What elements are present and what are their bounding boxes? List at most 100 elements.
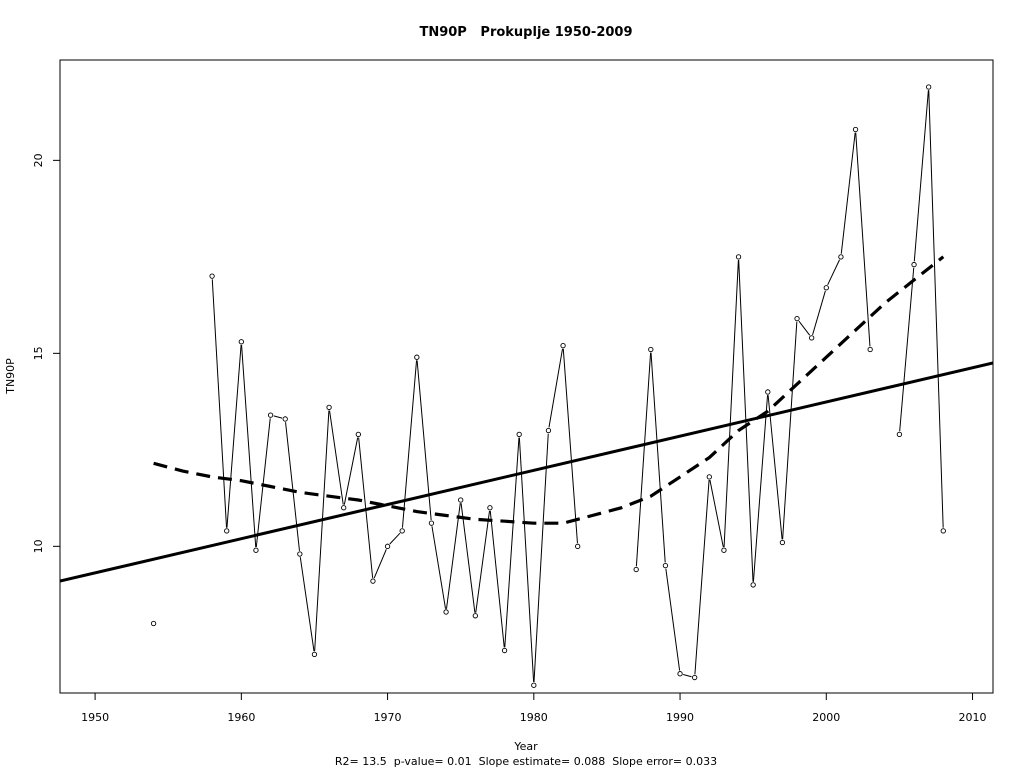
data-point — [662, 562, 669, 569]
data-point — [355, 431, 361, 438]
data-point — [341, 505, 347, 511]
observed-line-segment — [329, 410, 344, 505]
observed-line-segment — [285, 422, 300, 551]
data-point — [472, 613, 478, 619]
chart-title: TN90P Prokuplje 1950-2009 — [419, 25, 632, 40]
observed-line-segment — [840, 132, 856, 254]
data-point — [867, 346, 873, 353]
data-point — [823, 285, 829, 291]
data-point — [311, 651, 318, 658]
observed-line-segment — [827, 259, 840, 286]
data-point — [267, 412, 274, 418]
data-point — [238, 339, 244, 345]
observed-line-segment — [358, 437, 374, 578]
data-point — [209, 273, 215, 279]
observed-line-segment — [518, 437, 535, 683]
x-axis: 1950 1960 1970 1980 1990 2000 2010 — [81, 693, 987, 724]
observed-line-segment — [723, 260, 739, 548]
observed-line-segment — [635, 352, 652, 567]
observed-line-segment — [445, 503, 461, 609]
data-point — [838, 254, 844, 260]
x-tick-label: 1960 — [227, 711, 255, 724]
data-point — [399, 528, 405, 534]
data-point — [926, 84, 932, 90]
data-point — [911, 261, 917, 268]
y-tick-label: 15 — [32, 346, 45, 360]
plot-frame — [59, 59, 994, 694]
data-point — [326, 404, 332, 411]
data-point — [721, 547, 727, 553]
y-tick-label: 10 — [32, 539, 45, 553]
data-point — [370, 578, 376, 584]
data-point — [224, 528, 230, 534]
x-tick-label: 1980 — [520, 711, 548, 724]
observed-line-segment — [899, 267, 915, 432]
data-point — [531, 682, 537, 688]
observed-line-segment — [767, 395, 783, 540]
data-point — [487, 505, 493, 511]
observed-line-segment — [694, 480, 710, 675]
data-point — [852, 126, 859, 133]
observed-line-segment — [562, 348, 578, 544]
data-point — [414, 354, 420, 360]
observed-line-segment — [812, 290, 826, 335]
observed-line-segment — [431, 526, 447, 609]
data-point — [677, 671, 683, 677]
data-point — [750, 582, 756, 588]
footer-stats: R2= 13.5 p-value= 0.01 Slope estimate= 0… — [335, 755, 717, 768]
observed-line-segment — [548, 348, 564, 428]
observed-line-segment — [373, 549, 387, 579]
observed-line-segment — [401, 360, 418, 528]
observed-line-segment — [226, 344, 242, 528]
observed-line-segment — [709, 479, 724, 548]
data-point — [516, 431, 522, 438]
x-tick-label: 1990 — [666, 711, 694, 724]
observed-line-segment — [211, 279, 228, 528]
data-point — [253, 547, 259, 553]
y-axis: 10 15 20 — [32, 153, 60, 553]
data-point — [896, 431, 903, 438]
x-tick-label: 1950 — [81, 711, 109, 724]
observed-line-segment — [475, 510, 491, 613]
data-point — [779, 539, 786, 546]
observed-line-segment — [855, 132, 871, 347]
y-axis-label: TN90P — [4, 358, 17, 395]
data-point — [297, 551, 303, 557]
data-point — [384, 543, 391, 549]
data-point — [794, 315, 800, 322]
observed-line-segment — [299, 557, 315, 652]
observed-line-segment — [928, 90, 944, 528]
data-point — [282, 416, 288, 422]
data-point — [575, 543, 581, 549]
data-point — [545, 427, 552, 434]
observed-line-segment — [241, 344, 257, 548]
x-tick-label: 2010 — [959, 711, 987, 724]
data-point — [458, 497, 464, 503]
y-tick-label: 20 — [32, 153, 45, 167]
observed-line-segment — [683, 674, 692, 678]
data-point — [150, 620, 157, 627]
observed-line-segment — [533, 433, 549, 683]
linear-trend-line — [60, 361, 993, 583]
observed-line-segment — [314, 410, 330, 652]
observed-line-segment — [389, 532, 401, 545]
data-point — [428, 520, 435, 526]
observed-line-segment — [650, 352, 666, 563]
observed-line-segment — [460, 503, 476, 613]
data-point — [940, 528, 946, 534]
observed-line-segment — [255, 418, 271, 548]
observed-line-segment — [665, 568, 681, 671]
data-point — [560, 342, 566, 349]
observed-series — [150, 84, 946, 688]
observed-line-segment — [489, 510, 505, 648]
data-point — [692, 674, 698, 681]
observed-line-segment — [504, 437, 520, 648]
data-point — [633, 566, 639, 573]
data-point — [765, 389, 771, 395]
data-point — [706, 474, 712, 480]
x-tick-label: 2000 — [812, 711, 840, 724]
series-layer — [60, 84, 993, 688]
data-point — [648, 346, 654, 353]
data-point — [809, 335, 815, 341]
